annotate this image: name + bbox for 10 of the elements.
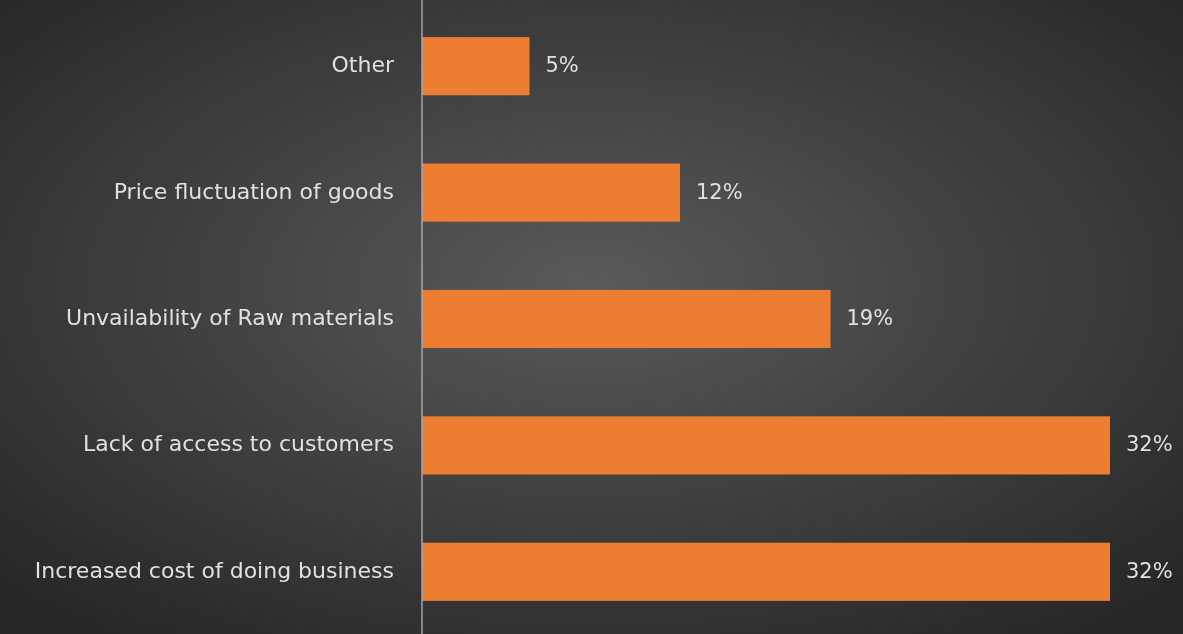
y-tick-label: Price fluctuation of goods	[113, 178, 394, 204]
data-label: 5%	[545, 53, 579, 78]
data-label: 19%	[846, 306, 894, 330]
y-tick-label: Other	[331, 52, 395, 78]
y-tick-label: Unvailability of Raw materials	[66, 305, 394, 330]
y-tick-label: Lack of access to customers	[82, 431, 394, 457]
data-label: 32%	[1126, 432, 1173, 457]
y-tick-label: Increased cost of doing business	[34, 557, 394, 583]
data-label: 32%	[1126, 558, 1173, 583]
data-label: 12%	[696, 179, 743, 204]
